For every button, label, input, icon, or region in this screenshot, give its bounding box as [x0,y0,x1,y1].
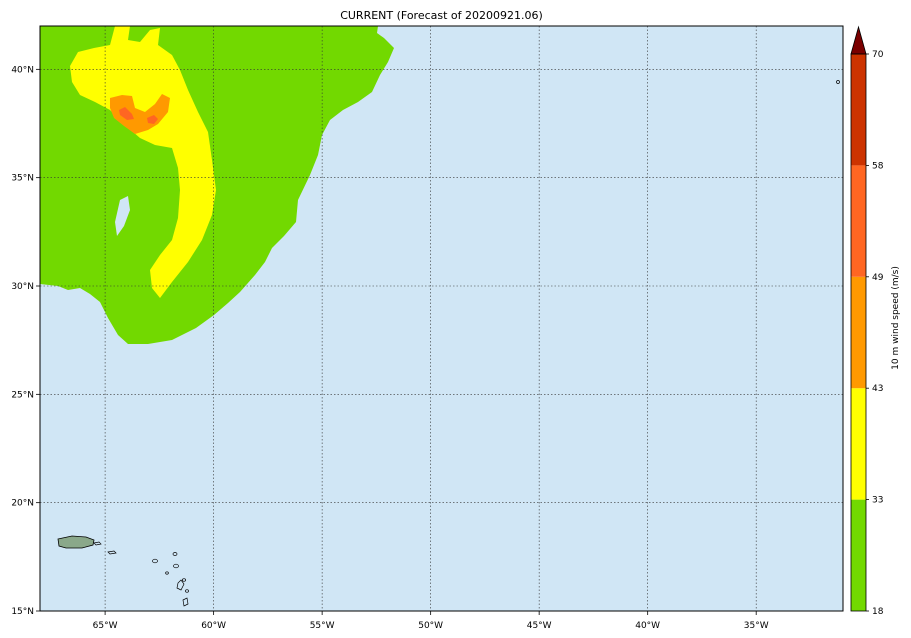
island-outline [172,552,178,556]
island-outline [185,589,189,593]
wind-contour-43-49 [110,94,170,134]
island-outline [93,541,102,546]
lon-tick-label: 35°W [744,621,769,631]
lon-tick-label: 65°W [93,621,118,631]
island-outline [165,571,169,575]
graticule [40,26,843,612]
island-outline [152,558,158,564]
colorbar-segment [851,165,866,277]
map-title: CURRENT (Forecast of 20200921.06) [340,9,543,22]
lat-tick-label: 40°N [11,65,34,75]
map-frame [39,25,844,612]
lon-tick-label: 55°W [310,621,335,631]
lat-tick-label: 20°N [11,499,34,509]
longitude-ticks: 65°W 60°W 55°W 50°W 45°W 40°W 35°W [93,611,769,631]
colorbar: 18 33 43 49 58 70 [850,25,884,617]
colorbar-frame [850,53,867,612]
lon-tick-label: 60°W [201,621,226,631]
colorbar-extend-arrow [850,25,867,55]
caribbean-islands [57,80,840,607]
island-outline [836,80,840,84]
puerto-rico-island [57,535,95,549]
colorbar-segment [851,54,866,166]
island-outline [176,579,185,591]
lat-tick-label: 15°N [11,607,34,617]
lat-tick-label: 35°N [11,174,34,184]
colorbar-segment [851,388,866,500]
colorbar-tick-label: 43 [872,384,883,394]
lon-tick-label: 40°W [635,621,660,631]
island-outline [173,563,179,569]
latitude-ticks: 15°N 20°N 25°N 30°N 35°N 40°N [11,65,40,617]
colorbar-tick-label: 49 [872,273,884,283]
colorbar-tick-label: 33 [872,496,883,506]
colorbar-tick-label: 18 [872,607,884,617]
lat-tick-label: 25°N [11,390,34,400]
colorbar-segment [851,276,866,389]
island-outline [182,597,189,607]
wind-contour-33-43 [70,26,216,298]
lon-tick-label: 45°W [527,621,552,631]
wind-contour-49-58-b [147,115,158,124]
lat-tick-label: 30°N [11,282,34,292]
colorbar-label: 10 m wind speed (m/s) [891,266,901,370]
colorbar-tick-label: 58 [872,161,884,171]
wind-speed-field [40,26,394,344]
colorbar-segment [851,499,866,611]
island-outline [182,578,186,582]
colorbar-tick-label: 70 [872,50,884,60]
wind-field-gap [115,196,130,236]
island-outline [107,550,117,555]
wind-contour-49-58-a [119,107,134,120]
lon-tick-label: 50°W [418,621,443,631]
